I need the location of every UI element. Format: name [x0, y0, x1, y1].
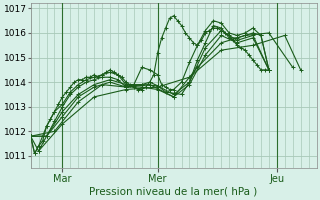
X-axis label: Pression niveau de la mer( hPa ): Pression niveau de la mer( hPa )	[90, 187, 258, 197]
